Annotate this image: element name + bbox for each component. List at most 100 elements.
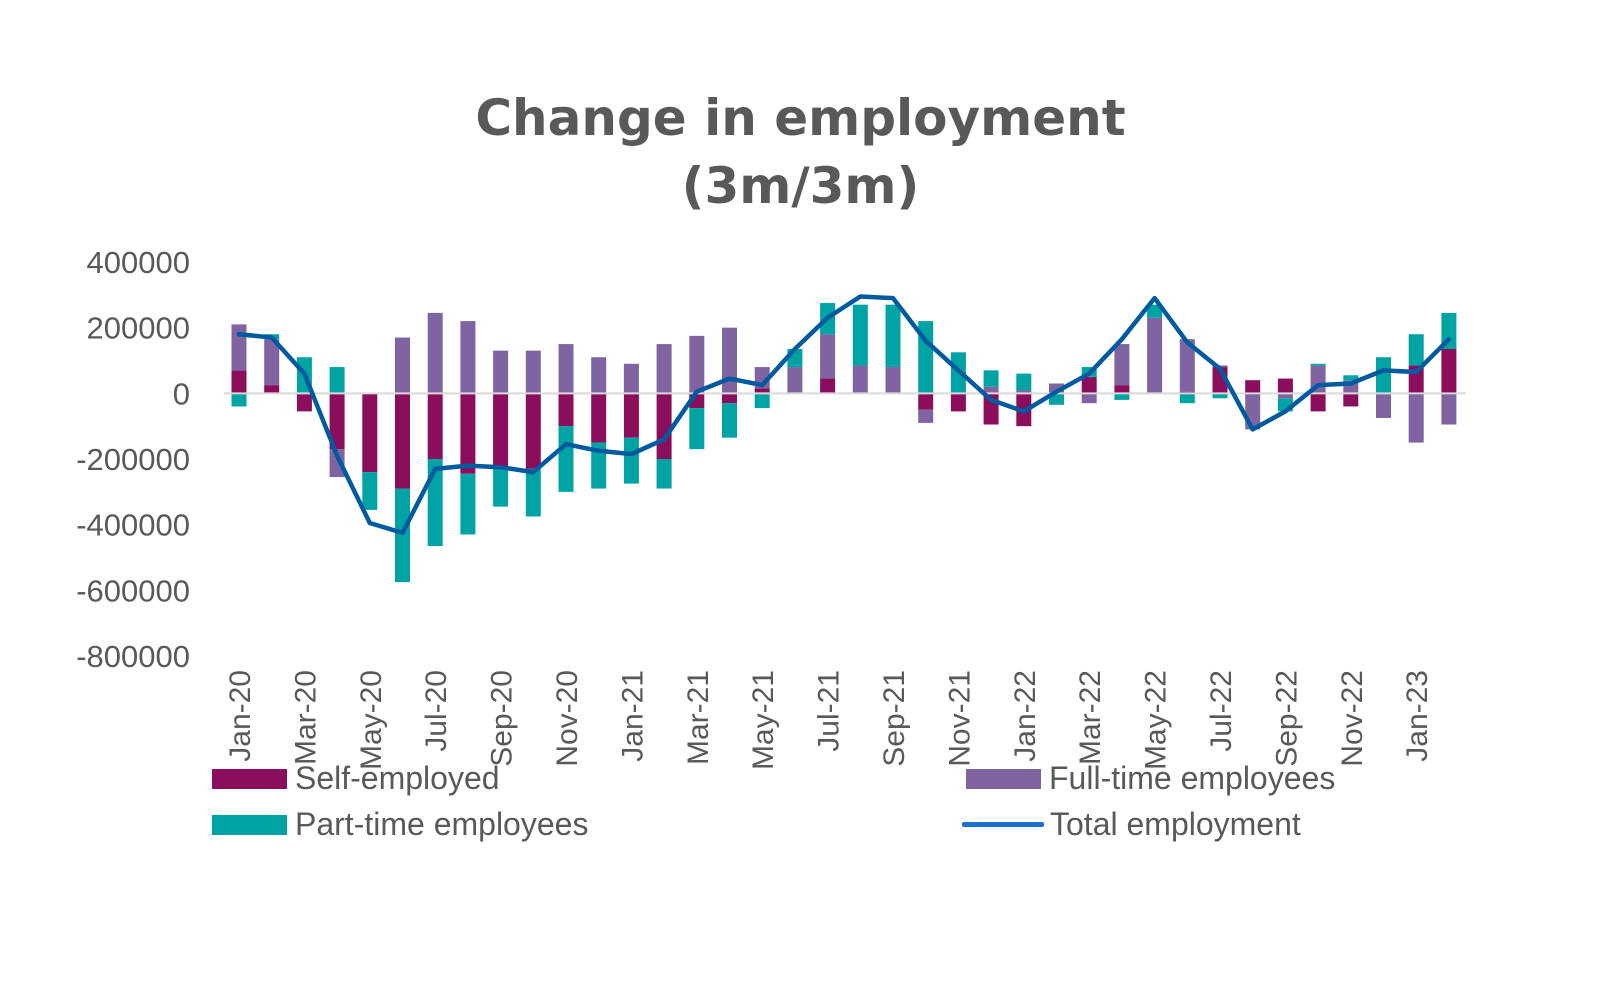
bar-full-time-employees: [689, 335, 705, 394]
bar-part-time-employees: [591, 442, 607, 489]
legend-item-self-employed: Self-employed: [212, 760, 500, 797]
legend-item-full-time: Full-time employees: [966, 760, 1335, 797]
bar-self-employed: [1277, 378, 1293, 394]
x-tick-label: Sep-20: [486, 670, 519, 767]
y-tick-label: -200000: [76, 442, 190, 477]
bar-full-time-employees: [1081, 393, 1097, 404]
bar-self-employed: [1441, 349, 1457, 394]
x-tick-label: Nov-22: [1336, 670, 1369, 767]
x-tick-label: Sep-21: [878, 670, 911, 767]
x-tick-label: Jan-21: [616, 670, 649, 762]
x-tick-label: Jan-20: [224, 670, 257, 762]
bar-part-time-employees: [1114, 393, 1130, 400]
bar-full-time-employees: [1049, 383, 1064, 394]
bar-self-employed: [558, 393, 574, 427]
bar-self-employed: [329, 393, 345, 450]
x-tick-label: Mar-20: [289, 670, 322, 765]
bar-part-time-employees: [689, 408, 705, 450]
bar-full-time-employees: [1016, 390, 1032, 394]
bar-full-time-employees: [395, 337, 410, 394]
bar-self-employed: [493, 393, 509, 468]
bar-full-time-employees: [427, 312, 443, 394]
x-tick-label: Jul-21: [813, 670, 846, 752]
y-tick-label: -600000: [76, 573, 190, 608]
bar-part-time-employees: [395, 488, 410, 583]
bar-full-time-employees: [1408, 393, 1424, 443]
bar-self-employed: [656, 393, 672, 459]
y-tick-label: 0: [173, 376, 190, 411]
bar-self-employed: [362, 393, 378, 473]
legend-swatch-self-employed: [212, 768, 287, 789]
x-tick-label: Sep-22: [1270, 670, 1303, 767]
bar-self-employed: [1310, 393, 1326, 412]
bar-full-time-employees: [591, 357, 607, 394]
bar-full-time-employees: [787, 367, 803, 394]
bar-full-time-employees: [1147, 317, 1163, 394]
x-tick-label: Nov-20: [551, 670, 584, 767]
legend-label-self-employed: Self-employed: [295, 760, 500, 796]
bar-self-employed: [722, 393, 737, 404]
bar-part-time-employees: [1049, 393, 1064, 405]
bar-full-time-employees: [918, 409, 934, 423]
x-tick-label: Mar-21: [682, 670, 715, 765]
bar-self-employed: [460, 393, 476, 474]
y-tick-label: -800000: [76, 639, 190, 674]
bar-full-time-employees: [1441, 393, 1457, 425]
bar-part-time-employees: [460, 473, 476, 535]
bar-full-time-employees: [558, 344, 574, 394]
bar-full-time-employees: [983, 386, 999, 394]
legend-item-part-time: Part-time employees: [212, 806, 588, 843]
bar-self-employed: [623, 393, 639, 438]
bar-full-time-employees: [525, 350, 541, 394]
bar-self-employed: [231, 370, 247, 394]
bar-self-employed: [1081, 376, 1097, 394]
bar-full-time-employees: [264, 339, 280, 386]
bar-full-time-employees: [493, 350, 509, 394]
bar-part-time-employees: [329, 367, 345, 394]
bar-full-time-employees: [722, 327, 737, 394]
bar-part-time-employees: [852, 304, 868, 366]
bar-part-time-employees: [656, 459, 672, 489]
x-tick-label: Mar-22: [1074, 670, 1107, 765]
x-tick-label: Jan-22: [1009, 670, 1042, 762]
x-tick-label: May-20: [355, 670, 388, 770]
bar-part-time-employees: [983, 370, 999, 387]
legend-label-full-time: Full-time employees: [1049, 760, 1336, 796]
bar-full-time-employees: [623, 363, 639, 394]
bar-full-time-employees: [1114, 344, 1130, 386]
bar-self-employed: [820, 378, 836, 394]
bar-self-employed: [296, 393, 312, 412]
bar-part-time-employees: [1179, 393, 1195, 404]
y-tick-label: -400000: [76, 508, 190, 543]
bar-part-time-employees: [1408, 334, 1424, 366]
x-tick-label: Jul-22: [1205, 670, 1238, 752]
line-total-employment: [236, 294, 1452, 536]
chart-title: Change in employment (3m/3m): [0, 84, 1601, 220]
bar-part-time-employees: [1343, 375, 1359, 381]
bar-part-time-employees: [722, 403, 737, 438]
bar-full-time-employees: [885, 367, 901, 394]
bar-full-time-employees: [231, 324, 247, 371]
y-tick-label: 200000: [87, 311, 190, 346]
bar-part-time-employees: [1016, 373, 1032, 391]
bar-self-employed: [1343, 393, 1359, 407]
bar-part-time-employees: [1310, 363, 1326, 366]
bar-part-time-employees: [885, 304, 901, 368]
bar-self-employed: [427, 393, 443, 459]
bar-self-employed: [395, 393, 410, 489]
legend-swatch-part-time: [212, 814, 287, 835]
bar-full-time-employees: [1179, 339, 1195, 392]
bar-part-time-employees: [525, 468, 541, 517]
bar-self-employed: [950, 393, 966, 412]
chart-title-line-2: (3m/3m): [681, 157, 920, 215]
x-tick-label: Jan-23: [1401, 670, 1434, 762]
bar-part-time-employees: [1376, 357, 1391, 394]
legend-label-part-time: Part-time employees: [295, 806, 589, 842]
x-tick-label: Jul-20: [420, 670, 453, 752]
bar-self-employed: [1114, 385, 1130, 394]
x-tick-label: May-21: [747, 670, 780, 770]
bar-full-time-employees: [1376, 393, 1391, 418]
bar-full-time-employees: [852, 365, 868, 394]
bar-full-time-employees: [1277, 393, 1293, 399]
